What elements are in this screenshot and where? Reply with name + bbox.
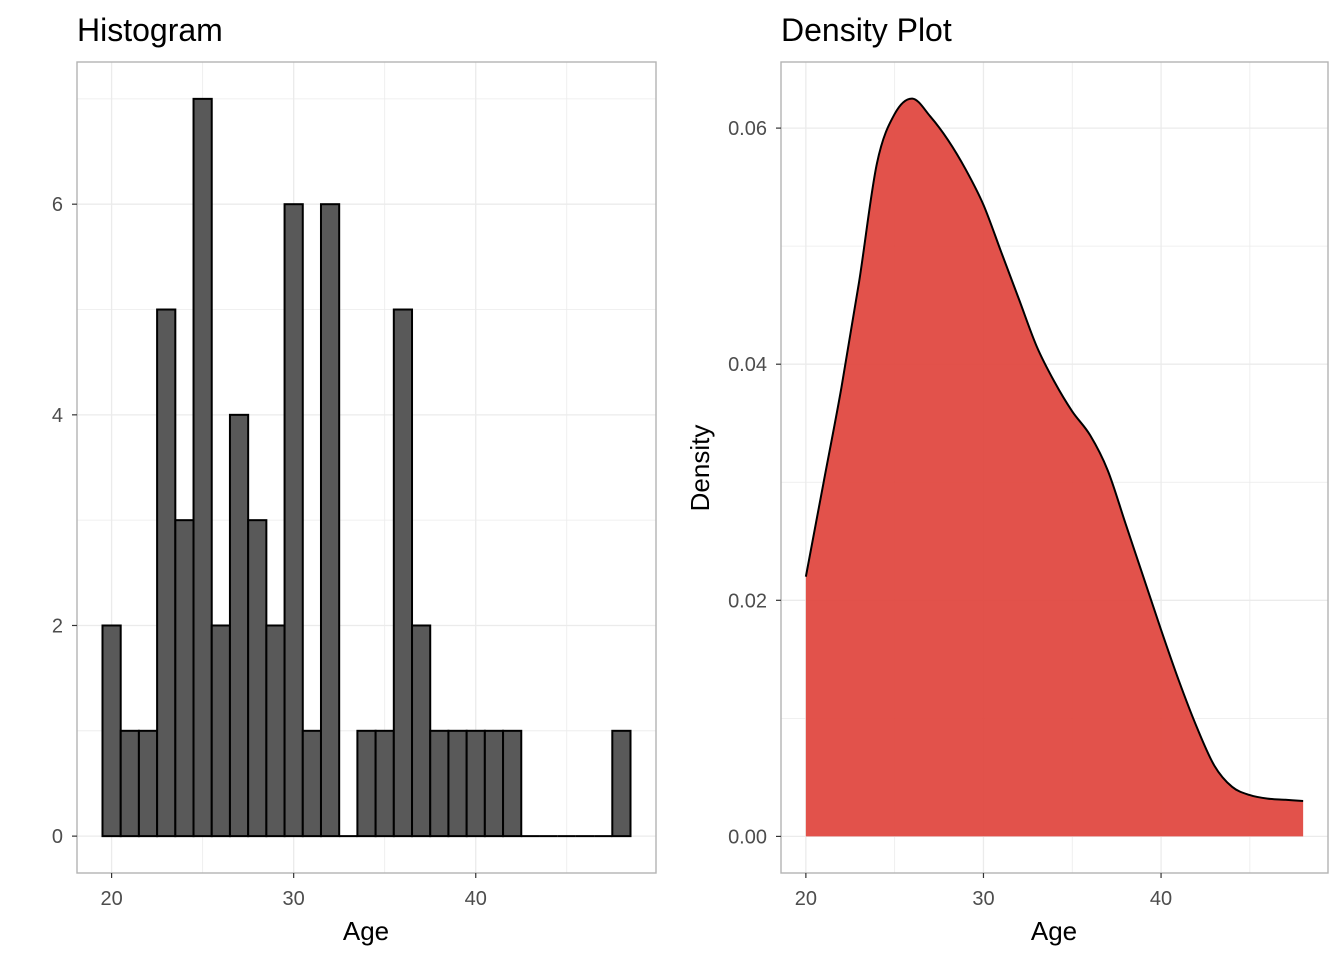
x-tick-label: 30 [283, 888, 305, 910]
histogram-bar [301, 729, 322, 838]
x-axis-ticks: 20 30 40 [795, 873, 1172, 910]
histogram-bar [101, 624, 122, 838]
histogram-bar [265, 624, 286, 838]
histogram-bar [156, 308, 177, 838]
histogram-bar [411, 624, 432, 838]
histogram-bar [283, 203, 304, 838]
chart-title: Histogram [77, 12, 223, 48]
x-axis-label: Age [1031, 916, 1077, 946]
y-axis-label: Density [685, 425, 715, 512]
x-tick-label: 20 [100, 888, 122, 910]
histogram-bar [137, 729, 159, 838]
y-tick-label: 0.06 [728, 118, 767, 140]
histogram-bar [247, 519, 268, 838]
density-fill [805, 98, 1304, 837]
y-axis-ticks: 0.00 0.02 0.04 0.06 [728, 118, 781, 848]
histogram-bar [192, 97, 213, 838]
x-tick-label: 20 [795, 888, 817, 910]
histogram-bar [429, 729, 450, 838]
histogram-chart: Histogram 0 2 4 6 20 30 40 Age [52, 12, 657, 946]
y-tick-label: 0 [52, 826, 63, 848]
histogram-bar [210, 624, 231, 838]
x-tick-label: 40 [465, 888, 487, 910]
histogram-bar [465, 729, 486, 838]
histogram-bar [228, 413, 250, 838]
y-tick-label: 6 [52, 194, 63, 216]
panel-border [76, 61, 657, 874]
histogram-bar [502, 729, 523, 838]
y-tick-label: 4 [52, 405, 63, 427]
histogram-bar [611, 729, 632, 838]
density-chart: Density Plot 0.00 0.02 0.04 0.06 20 30 40 Age… [685, 12, 1329, 946]
y-tick-label: 0.04 [728, 354, 767, 376]
y-tick-label: 2 [52, 615, 63, 637]
y-tick-label: 0.02 [728, 590, 767, 612]
x-tick-label: 40 [1150, 888, 1172, 910]
histogram-bar [356, 729, 377, 838]
x-axis-ticks: 20 30 40 [100, 873, 487, 910]
histogram-bar [483, 729, 505, 838]
histogram-bar [174, 519, 195, 838]
panel-border [780, 61, 1329, 874]
chart-title: Density Plot [781, 12, 952, 48]
histogram-bar [374, 729, 395, 838]
histogram-bar [319, 203, 341, 838]
histogram-bar [119, 729, 140, 838]
histogram-bar [447, 729, 468, 838]
histogram-bar [392, 308, 414, 838]
bars [101, 97, 632, 838]
y-axis-ticks: 0 2 4 6 [52, 194, 77, 848]
density-line [804, 97, 1304, 802]
y-tick-label: 0.00 [728, 826, 767, 848]
x-tick-label: 30 [972, 888, 994, 910]
density-area [804, 97, 1304, 837]
x-axis-label: Age [343, 916, 389, 946]
